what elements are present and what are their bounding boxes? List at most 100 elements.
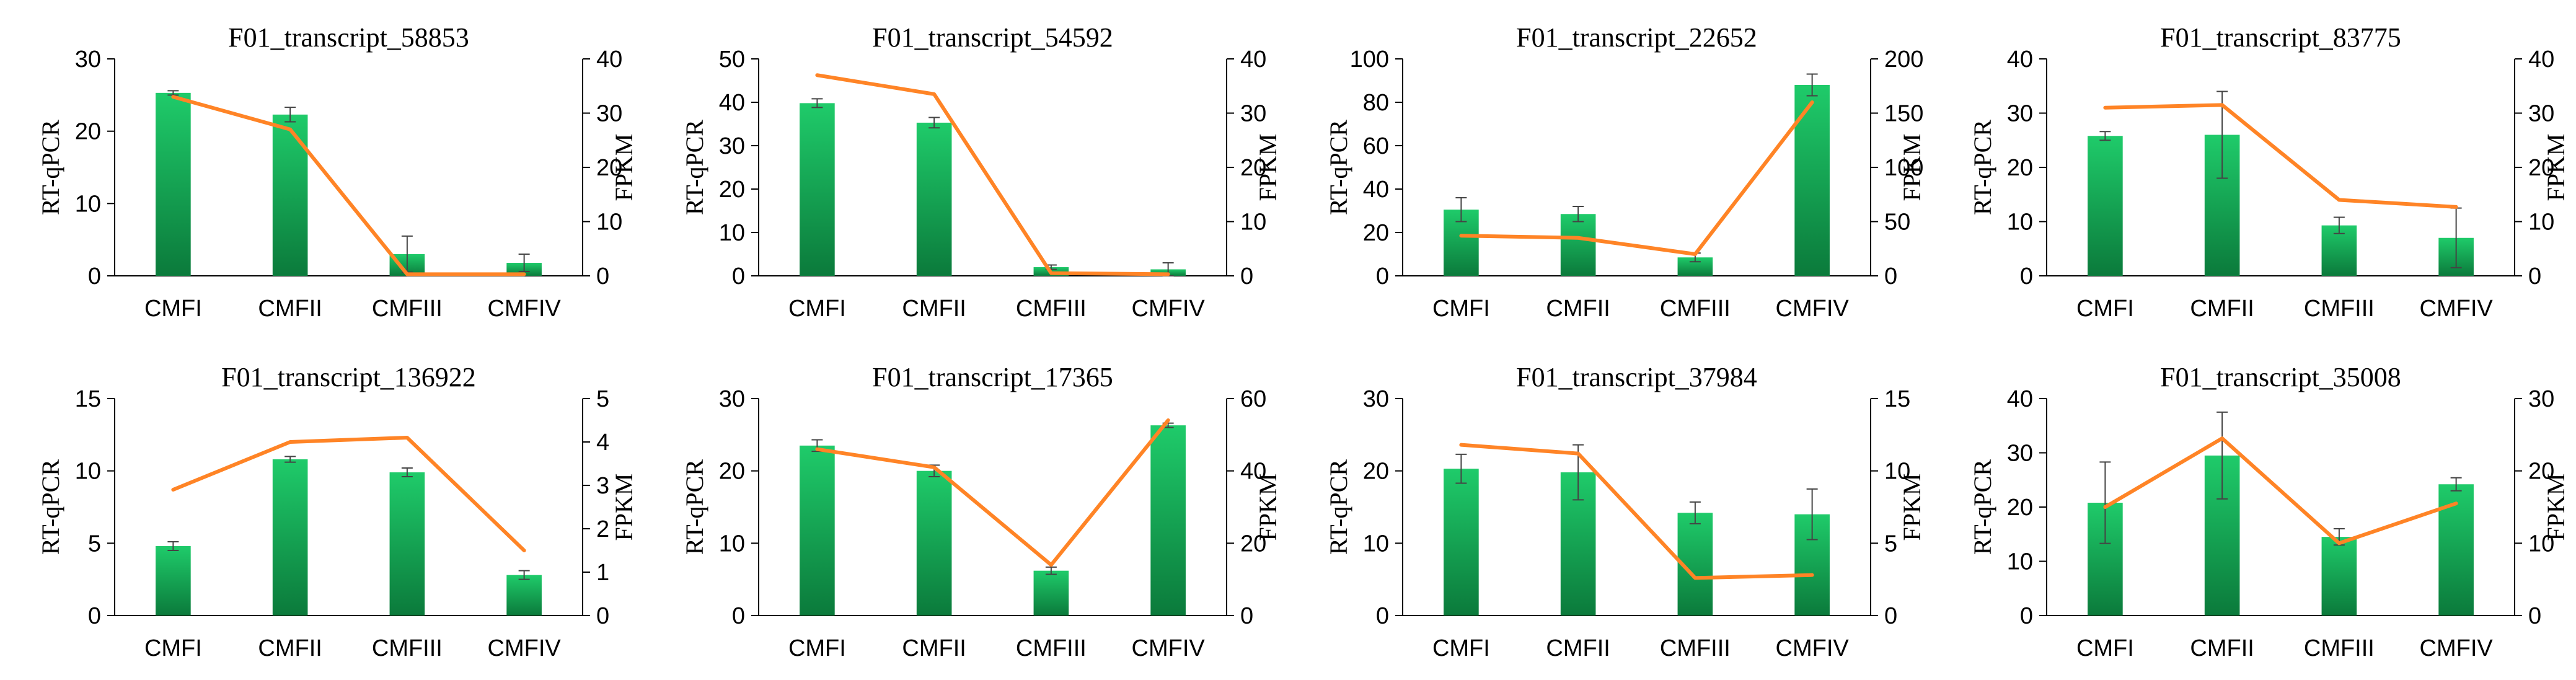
category-label: CMFII xyxy=(258,296,322,322)
right-tick-label: 3 xyxy=(596,473,609,499)
chart-panel-6: F01_transcript_17365 0 10 20 30 0 20 40 60 RT-qPC… xyxy=(681,362,1282,661)
bar-cmfi xyxy=(156,92,191,276)
left-tick-label: 100 xyxy=(1350,46,1389,73)
left-tick-label: 40 xyxy=(2007,386,2033,412)
category-label: CMFI xyxy=(1432,296,1490,322)
chart-title: F01_transcript_54592 xyxy=(872,22,1113,53)
right-tick-label: 10 xyxy=(1884,459,1910,485)
left-tick-label: 30 xyxy=(719,133,745,159)
category-label: CMFIII xyxy=(1660,635,1731,661)
y2-axis-label: FPKM xyxy=(2542,474,2570,541)
left-tick-label: 10 xyxy=(75,459,101,485)
y-axis-label: RT-qPCR xyxy=(681,459,708,555)
chart-panel-1: F01_transcript_58853 0 10 20 30 0 10 20 30 40 RT-q… xyxy=(37,22,638,322)
right-tick-label: 15 xyxy=(1884,386,1910,412)
right-tick-label: 150 xyxy=(1884,101,1923,127)
category-label: CMFIII xyxy=(372,635,443,661)
category-label: CMFIV xyxy=(1132,635,1206,661)
right-tick-label: 0 xyxy=(596,603,609,629)
right-tick-label: 0 xyxy=(2528,603,2541,629)
fpkm-line xyxy=(2103,103,2458,209)
y2-axis-label: FPKM xyxy=(1898,474,1926,541)
category-label: CMFII xyxy=(1546,296,1610,322)
right-tick-label: 20 xyxy=(2528,155,2554,181)
left-tick-label: 20 xyxy=(75,119,101,145)
category-label: CMFIII xyxy=(2304,296,2375,322)
bar-cmfi xyxy=(2088,136,2123,276)
category-label: CMFI xyxy=(144,296,202,322)
right-tick-label: 40 xyxy=(1240,459,1266,485)
category-label: CMFIV xyxy=(2420,296,2494,322)
bar-cmfi xyxy=(800,445,835,616)
bar-cmfii xyxy=(272,459,308,616)
fpkm-line xyxy=(2103,436,2458,545)
category-label: CMFIV xyxy=(1132,296,1206,322)
category-label: CMFII xyxy=(2190,296,2254,322)
category-label: CMFIV xyxy=(1776,296,1850,322)
bar-cmfi xyxy=(1444,469,1479,616)
bar-cmfiii xyxy=(1033,570,1069,616)
category-label: CMFI xyxy=(788,635,846,661)
y-axis-label: RT-qPCR xyxy=(1325,120,1352,215)
category-label: CMFII xyxy=(2190,635,2254,661)
fpkm-line xyxy=(815,73,1170,276)
category-label: CMFII xyxy=(902,296,966,322)
bar-cmfi xyxy=(800,103,835,276)
right-tick-label: 20 xyxy=(2528,459,2554,485)
category-label: CMFIV xyxy=(2420,635,2494,661)
left-tick-label: 30 xyxy=(2007,101,2033,127)
chart-panel-2: F01_transcript_54592 0 10 20 30 40 50 0 10 20 30 40… xyxy=(681,22,1282,322)
category-label: CMFIII xyxy=(372,296,443,322)
bar-cmfii xyxy=(1560,214,1596,276)
right-tick-label: 30 xyxy=(596,101,622,127)
right-tick-label: 0 xyxy=(1240,603,1253,629)
left-tick-label: 0 xyxy=(2020,603,2033,629)
left-tick-label: 20 xyxy=(719,177,745,203)
chart-panel-8: F01_transcript_35008 0 10 20 30 40 0 10 20 30 RT-q… xyxy=(1969,362,2570,661)
right-tick-label: 0 xyxy=(1884,263,1897,289)
bar-cmfiv xyxy=(1150,425,1186,616)
y-axis-label: RT-qPCR xyxy=(37,459,64,555)
right-tick-label: 4 xyxy=(596,430,609,456)
right-tick-label: 100 xyxy=(1884,155,1923,181)
category-label: CMFII xyxy=(258,635,322,661)
left-tick-label: 30 xyxy=(75,46,101,73)
right-tick-label: 40 xyxy=(2528,46,2554,73)
left-tick-label: 10 xyxy=(719,220,745,246)
category-label: CMFII xyxy=(1546,635,1610,661)
fpkm-line xyxy=(171,436,526,552)
right-tick-label: 20 xyxy=(1240,155,1266,181)
chart-title: F01_transcript_17365 xyxy=(872,362,1113,392)
y2-axis-label: FPKM xyxy=(1254,134,1282,201)
right-tick-label: 2 xyxy=(596,516,609,542)
chart-title: F01_transcript_136922 xyxy=(221,362,476,392)
bar-cmfii xyxy=(272,114,308,276)
left-tick-label: 40 xyxy=(2007,46,2033,73)
category-label: CMFIII xyxy=(1016,635,1087,661)
bar-cmfiii xyxy=(389,472,425,616)
left-tick-label: 30 xyxy=(719,386,745,412)
left-tick-label: 5 xyxy=(88,531,101,557)
fpkm-line xyxy=(1459,100,1814,256)
bar-cmfi xyxy=(156,546,191,616)
left-tick-label: 80 xyxy=(1363,90,1389,116)
chart-title: F01_transcript_22652 xyxy=(1516,22,1757,53)
left-tick-label: 10 xyxy=(719,531,745,557)
fpkm-line xyxy=(1459,443,1814,580)
y2-axis-label: FPKM xyxy=(1254,474,1282,541)
chart-title: F01_transcript_37984 xyxy=(1516,362,1757,392)
right-tick-label: 1 xyxy=(596,560,609,586)
right-tick-label: 10 xyxy=(2528,531,2554,557)
right-tick-label: 30 xyxy=(2528,386,2554,412)
y-axis-label: RT-qPCR xyxy=(681,120,708,215)
left-tick-label: 20 xyxy=(1363,459,1389,485)
category-label: CMFIII xyxy=(1660,296,1731,322)
chart-title: F01_transcript_58853 xyxy=(228,22,469,53)
bar-cmfii xyxy=(916,122,952,276)
right-tick-label: 0 xyxy=(596,263,609,289)
right-tick-label: 30 xyxy=(1240,101,1266,127)
chart-panel-4: F01_transcript_83775 0 10 20 30 40 0 10 20 30 40 RT… xyxy=(1969,22,2570,322)
right-tick-label: 5 xyxy=(596,386,609,412)
right-tick-label: 0 xyxy=(1240,263,1253,289)
